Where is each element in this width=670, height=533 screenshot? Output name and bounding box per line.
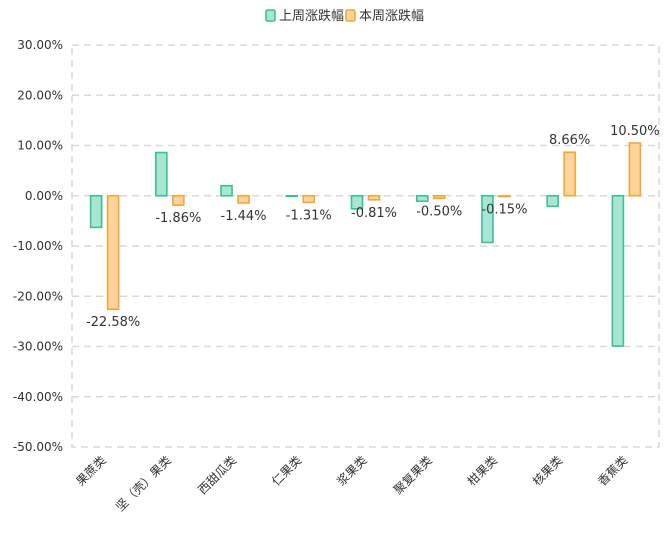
bar-last-week — [155, 151, 168, 197]
data-label: -1.31% — [286, 208, 332, 223]
bar-this-week — [563, 151, 576, 197]
data-label: -0.15% — [481, 203, 527, 218]
y-tick-label: -20.00% — [13, 289, 63, 303]
x-tick-label: 仁果类 — [269, 453, 304, 488]
x-tick-label: 聚复果类 — [391, 453, 435, 497]
bars — [89, 142, 642, 347]
bar-this-week — [172, 194, 185, 206]
bar-last-week — [546, 194, 559, 208]
y-tick-label: -50.00% — [13, 440, 63, 454]
y-tick-label: 30.00% — [17, 38, 63, 52]
data-label: 8.66% — [549, 133, 590, 148]
data-label: -1.44% — [221, 209, 267, 224]
x-axis: 果蔗类 坚（壳）果类 西甜瓜类 仁果类 浆果类 聚复果类 柑果类 核果类 香蕉类 — [73, 453, 630, 515]
bar-last-week — [415, 194, 429, 203]
x-tick-label: 浆果类 — [334, 453, 370, 489]
x-tick-label: 核果类 — [530, 453, 565, 488]
data-label: -22.58% — [86, 315, 140, 330]
y-tick-label: 0.00% — [25, 189, 63, 203]
bar-this-week — [367, 194, 381, 201]
bar-last-week — [285, 194, 299, 198]
y-axis: 30.00% 20.00% 10.00% 0.00% -10.00% -20.00% -30… — [13, 38, 63, 454]
y-tick-label: -40.00% — [13, 390, 63, 404]
data-label: -0.81% — [351, 206, 397, 221]
legend-label: 上周涨跌幅 — [279, 8, 344, 24]
legend-swatch — [265, 9, 276, 22]
bar-last-week — [481, 194, 494, 244]
bar-last-week — [350, 194, 364, 210]
data-label: -1.86% — [155, 211, 201, 226]
y-tick-label: -30.00% — [13, 340, 63, 354]
bar-this-week — [628, 142, 642, 197]
data-label: -0.50% — [416, 204, 462, 219]
bar-last-week — [89, 194, 103, 229]
bar-last-week — [611, 194, 625, 347]
bar-this-week — [432, 194, 446, 200]
x-tick-label: 果蔗类 — [73, 453, 108, 488]
bar-this-week — [498, 194, 511, 198]
bar-this-week — [302, 194, 316, 204]
data-labels: -22.58% -1.86% -1.44% -1.31% -0.81% -0.50% -0.… — [86, 124, 660, 330]
legend-swatch — [345, 9, 356, 22]
x-tick-label: 香蕉类 — [595, 453, 630, 488]
legend-label: 本周涨跌幅 — [359, 8, 424, 24]
y-tick-label: -10.00% — [13, 239, 63, 253]
legend: 上周涨跌幅 本周涨跌幅 — [265, 8, 424, 24]
x-tick-label: 西甜瓜类 — [195, 453, 239, 497]
bar-this-week — [106, 194, 120, 311]
data-label: 10.50% — [610, 124, 660, 139]
y-tick-label: 20.00% — [17, 88, 63, 102]
x-tick-label: 柑果类 — [464, 453, 500, 489]
x-tick-label: 坚（壳）果类 — [113, 453, 174, 514]
y-tick-label: 10.00% — [17, 139, 63, 153]
bar-this-week — [237, 194, 250, 204]
bar-last-week — [220, 184, 233, 197]
gridlines — [72, 94, 659, 398]
